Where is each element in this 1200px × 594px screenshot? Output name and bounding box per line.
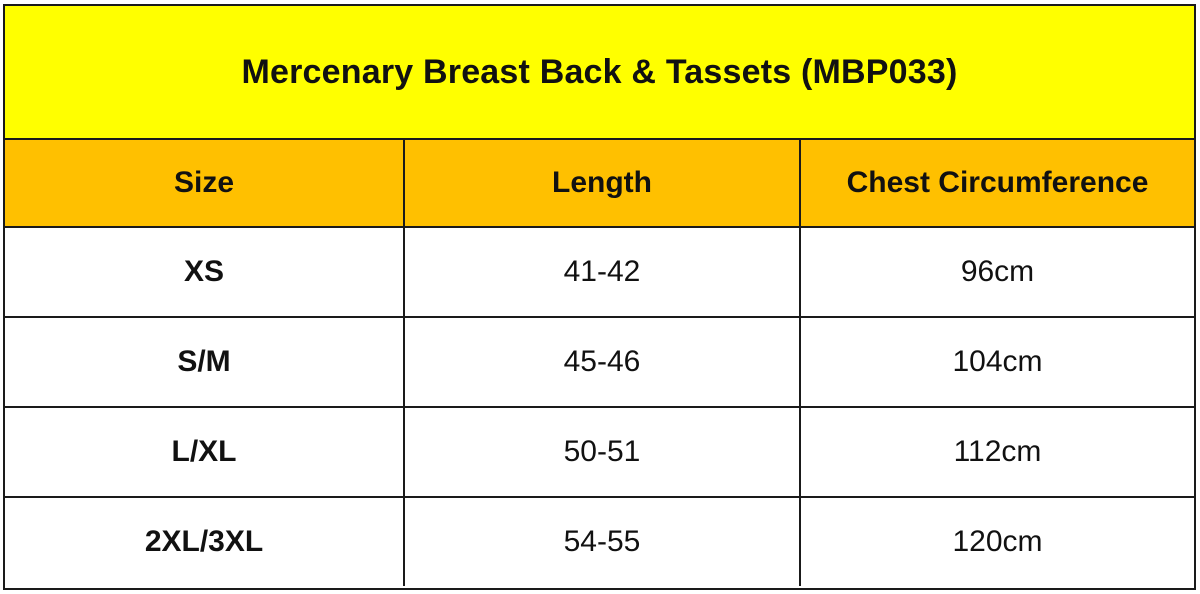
- size-cell: 2XL/3XL: [5, 496, 405, 586]
- size-cell: XS: [5, 226, 405, 318]
- size-chart: Mercenary Breast Back & Tassets (MBP033)…: [3, 4, 1196, 590]
- length-cell: 45-46: [403, 316, 801, 408]
- chest-cell: 112cm: [799, 406, 1194, 498]
- header-row: Size Length Chest Circumference: [5, 140, 1194, 228]
- header-chest-circumference: Chest Circumference: [799, 140, 1194, 228]
- table-row: XS 41-42 96cm: [5, 226, 1194, 318]
- title-band: Mercenary Breast Back & Tassets (MBP033): [5, 6, 1194, 140]
- table-row: 2XL/3XL 54-55 120cm: [5, 496, 1194, 586]
- chest-cell: 120cm: [799, 496, 1194, 586]
- chest-cell: 104cm: [799, 316, 1194, 408]
- length-cell: 50-51: [403, 406, 801, 498]
- table-row: S/M 45-46 104cm: [5, 316, 1194, 408]
- header-length: Length: [403, 140, 801, 228]
- chest-cell: 96cm: [799, 226, 1194, 318]
- size-table: Size Length Chest Circumference XS 41-42…: [5, 140, 1194, 586]
- length-cell: 41-42: [403, 226, 801, 318]
- chart-title: Mercenary Breast Back & Tassets (MBP033): [241, 52, 958, 91]
- size-cell: L/XL: [5, 406, 405, 498]
- table-row: L/XL 50-51 112cm: [5, 406, 1194, 498]
- size-cell: S/M: [5, 316, 405, 408]
- header-size: Size: [5, 140, 405, 228]
- length-cell: 54-55: [403, 496, 801, 586]
